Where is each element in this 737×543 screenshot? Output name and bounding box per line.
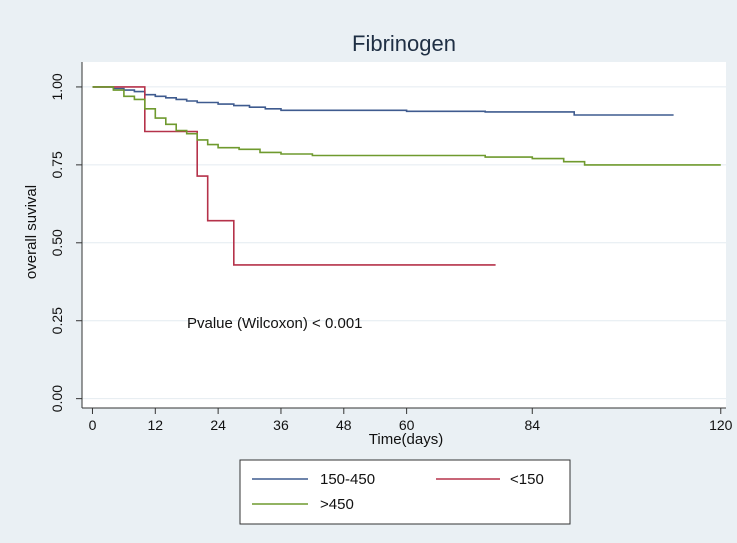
y-ticks: 0.00 0.25 0.50 0.75 1.00 xyxy=(49,73,82,412)
x-tick-label: 48 xyxy=(336,417,352,433)
y-tick-label: 1.00 xyxy=(49,73,65,100)
x-tick-label: 24 xyxy=(210,417,226,433)
chart-title: Fibrinogen xyxy=(352,31,456,56)
y-tick-label: 0.75 xyxy=(49,151,65,178)
legend-label-gt450: >450 xyxy=(320,496,354,513)
series-lines xyxy=(92,86,721,266)
x-tick-label: 120 xyxy=(709,417,733,433)
x-tick-label: 60 xyxy=(399,417,415,433)
series-line-2 xyxy=(92,86,721,166)
y-tick-label: 0.00 xyxy=(49,385,65,412)
y-tick-label: 0.25 xyxy=(49,307,65,334)
x-ticks: 0 12 24 36 48 60 84 120 xyxy=(89,408,733,433)
plot-area xyxy=(82,62,726,408)
x-tick-label: 12 xyxy=(148,417,164,433)
x-tick-label: 36 xyxy=(273,417,289,433)
x-tick-label: 0 xyxy=(89,417,97,433)
y-tick-label: 0.50 xyxy=(49,229,65,256)
y-axis-title: overall suvival xyxy=(23,185,40,279)
series-line-0 xyxy=(92,86,674,116)
x-axis-title: Time(days) xyxy=(369,431,443,448)
pvalue-annotation: Pvalue (Wilcoxon) < 0.001 xyxy=(187,315,363,332)
grid-lines xyxy=(82,86,726,400)
legend-box xyxy=(239,459,571,525)
x-tick-label: 84 xyxy=(524,417,540,433)
legend-label-lt150: <150 xyxy=(510,471,544,488)
legend-label-150-450: 150-450 xyxy=(320,471,375,488)
